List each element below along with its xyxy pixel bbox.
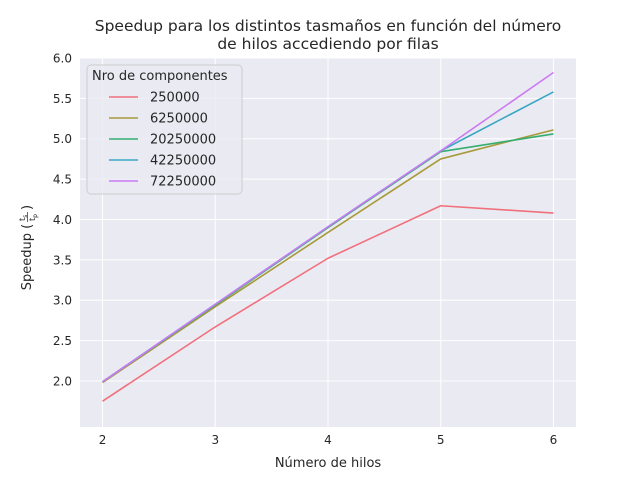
legend-label: 6250000 [150, 112, 208, 127]
legend-title: Nro de componentes [92, 69, 228, 84]
svg-text:ts: ts [18, 215, 29, 221]
y-axis-label-close: ) [20, 205, 35, 210]
legend-label: 42250000 [150, 154, 216, 169]
x-tick-label: 3 [211, 433, 219, 447]
series-lines [102, 71, 554, 402]
y-axis-label-fraction: ts tp ) [18, 205, 39, 222]
y-axis-label: Speedup ( ts tp ) [18, 205, 39, 290]
svg-text:): ) [20, 205, 35, 210]
x-tick-label: 6 [550, 433, 558, 447]
y-tick-label: 5.0 [53, 132, 72, 146]
svg-text:tp: tp [28, 214, 39, 221]
y-axis-label-num-sub: s [22, 215, 29, 218]
legend-item: 6250000 [109, 112, 208, 127]
series-line-250000 [102, 204, 554, 402]
y-tick-label: 2.0 [53, 374, 72, 388]
legend-label: 20250000 [150, 133, 216, 148]
grid-lines [80, 57, 576, 427]
series-line-6250000 [102, 129, 554, 384]
y-tick-label: 4.0 [53, 213, 72, 227]
legend-label: 250000 [150, 91, 200, 106]
y-tick-labels: 2.0 2.5 3.0 3.5 4.0 4.5 5.0 5.5 6.0 [53, 52, 72, 389]
legend-item: 20250000 [109, 133, 216, 148]
y-tick-label: 2.5 [53, 334, 72, 348]
y-tick-label: 5.5 [53, 92, 72, 106]
legend: Nro de componentes 250000 6250000 20250000… [86, 64, 243, 195]
y-tick-label: 3.5 [53, 253, 72, 267]
legend-item: 250000 [109, 91, 200, 106]
chart-title-line-1: Speedup para los distintos tasmaños en f… [95, 17, 562, 35]
y-tick-label: 6.0 [53, 52, 72, 66]
x-axis-label: Número de hilos [275, 456, 382, 471]
y-tick-label: 4.5 [53, 173, 72, 187]
legend-item: 72250000 [109, 175, 216, 190]
x-tick-label: 2 [99, 433, 107, 447]
series-line-72250000 [102, 71, 554, 383]
y-axis-label-den: t [28, 218, 37, 221]
x-tick-labels: 2 3 4 5 6 [99, 433, 558, 447]
y-tick-label: 3.0 [53, 294, 72, 308]
chart-title-line-2: de hilos accediendo por filas [217, 35, 438, 53]
x-tick-label: 4 [324, 433, 332, 447]
legend-label: 72250000 [150, 175, 216, 190]
legend-items: 250000 6250000 20250000 42250000 72250000 [109, 91, 216, 190]
y-axis-label-den-sub: p [32, 214, 39, 218]
y-axis-label-main: Speedup ( [20, 224, 35, 290]
x-tick-label: 5 [437, 433, 445, 447]
legend-item: 42250000 [109, 154, 216, 169]
y-axis-label-num: t [18, 218, 27, 221]
svg-text:Speedup (: Speedup ( [20, 224, 35, 290]
